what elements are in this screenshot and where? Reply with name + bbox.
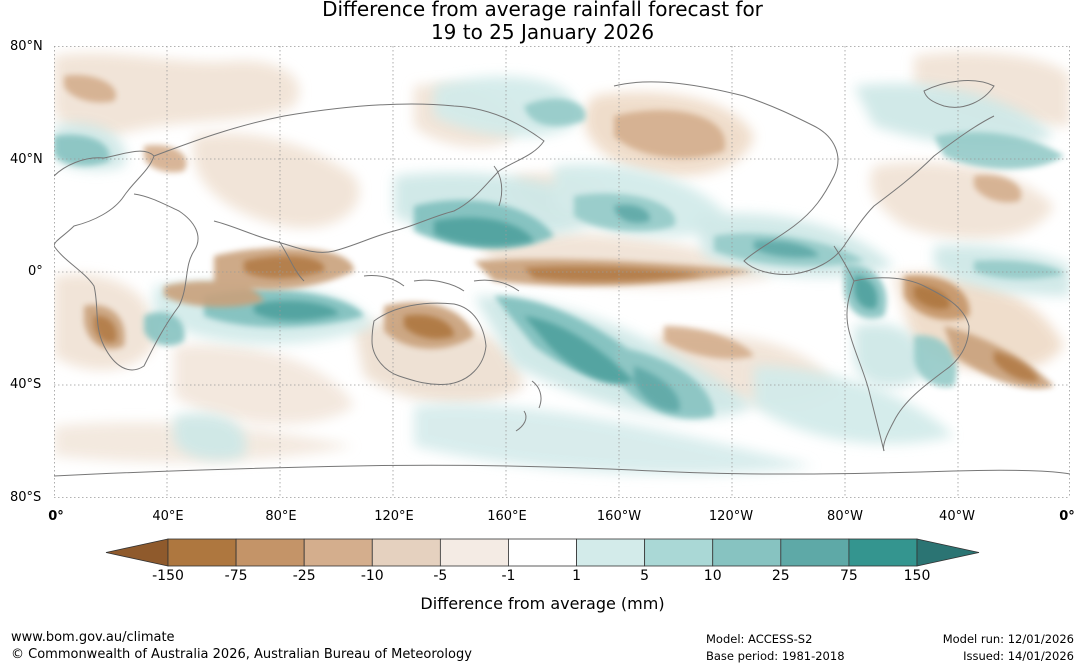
legend-bin xyxy=(712,538,782,567)
legend-tick-label: -10 xyxy=(360,568,384,584)
lat-label-equator: 0° xyxy=(28,264,43,279)
lon-label-40w: 40°W xyxy=(939,509,975,524)
legend-tick-label: -25 xyxy=(292,568,316,584)
legend-under-triangle xyxy=(105,538,169,567)
legend-title: Difference from average (mm) xyxy=(420,594,665,613)
legend-tick-label: 10 xyxy=(703,568,722,584)
footer-model: Model: ACCESS-S2 xyxy=(706,632,813,646)
legend-bin xyxy=(235,538,305,567)
anomaly-field xyxy=(54,52,1070,475)
legend-tick-label: 1 xyxy=(572,568,581,584)
title-line-1: Difference from average rainfall forecas… xyxy=(322,0,763,21)
legend-bin xyxy=(508,538,577,567)
legend-bin xyxy=(780,538,850,567)
lon-label-0-left: 0° xyxy=(48,509,64,524)
lon-label-80e: 80°E xyxy=(265,509,297,524)
lat-label-40s: 40°S xyxy=(10,377,42,392)
legend-tick-label: 75 xyxy=(839,568,858,584)
legend-tick-label: 25 xyxy=(771,568,790,584)
lon-label-160e: 160°E xyxy=(487,509,527,524)
legend-tick-label: 5 xyxy=(640,568,650,584)
legend-tick-label: -5 xyxy=(433,568,448,584)
map-gridlines xyxy=(54,46,1070,498)
footer-website: www.bom.gov.au/climate xyxy=(11,630,175,645)
footer-copyright: © Commonwealth of Australia 2026, Austra… xyxy=(11,647,472,662)
coastlines xyxy=(54,80,1070,477)
lon-label-40e: 40°E xyxy=(152,509,184,524)
legend-tick-label: 150 xyxy=(903,568,931,584)
legend-over-triangle xyxy=(916,538,980,567)
lat-label-40n: 40°N xyxy=(10,152,43,167)
legend-colorbar xyxy=(105,538,980,567)
footer-model-run: Model run: 12/01/2026 xyxy=(942,632,1074,646)
legend-bin xyxy=(439,538,509,567)
map-canvas xyxy=(54,46,1070,498)
legend-bin xyxy=(167,538,237,567)
lon-label-0-right: 0° xyxy=(1059,509,1075,524)
map-title: Difference from average rainfall forecas… xyxy=(0,0,1085,44)
lon-label-120e: 120°E xyxy=(374,509,414,524)
footer-issued: Issued: 14/01/2026 xyxy=(963,649,1074,663)
legend-bin xyxy=(371,538,441,567)
legend-tick-label: -75 xyxy=(224,568,248,584)
lon-label-120w: 120°W xyxy=(708,509,754,524)
legend-tick-label: -1 xyxy=(501,568,516,584)
lat-label-80s: 80°S xyxy=(10,490,42,505)
lon-label-80w: 80°W xyxy=(827,509,863,524)
legend-bin xyxy=(644,538,714,567)
rainfall-anomaly-map xyxy=(54,46,1070,498)
footer-base-period: Base period: 1981-2018 xyxy=(706,649,845,663)
lon-label-160w: 160°W xyxy=(596,509,642,524)
title-line-2: 19 to 25 January 2026 xyxy=(430,20,655,44)
legend-bin xyxy=(848,538,918,567)
legend-tick-label: -150 xyxy=(152,568,184,584)
lat-label-80n: 80°N xyxy=(10,39,43,54)
legend-bin xyxy=(303,538,373,567)
legend-bin xyxy=(576,538,646,567)
